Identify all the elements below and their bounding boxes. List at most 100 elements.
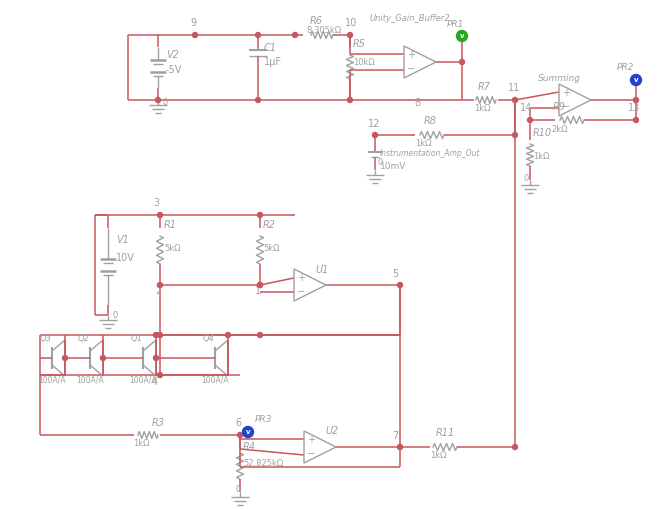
Circle shape [154, 355, 158, 360]
Text: 6: 6 [235, 418, 241, 428]
Circle shape [158, 373, 162, 378]
Text: C1: C1 [264, 43, 277, 53]
Circle shape [257, 282, 263, 288]
Text: 1kΩ: 1kΩ [430, 451, 446, 461]
Text: V1: V1 [116, 235, 129, 245]
Circle shape [398, 444, 402, 449]
Text: R7: R7 [478, 82, 491, 92]
Circle shape [243, 427, 253, 438]
Text: 1kΩ: 1kΩ [415, 138, 432, 148]
Text: 3: 3 [153, 198, 159, 208]
Text: 100A/A: 100A/A [201, 376, 229, 384]
Circle shape [512, 444, 518, 449]
Text: Q4: Q4 [203, 333, 215, 343]
Text: v: v [634, 76, 638, 82]
Text: 5: 5 [392, 269, 398, 279]
Text: 1kΩ: 1kΩ [474, 103, 491, 112]
Text: 100A/A: 100A/A [38, 376, 66, 384]
Text: 5kΩ: 5kΩ [164, 243, 180, 252]
Circle shape [457, 31, 467, 42]
Text: 10V: 10V [116, 253, 135, 263]
Circle shape [528, 118, 532, 123]
Text: 2kΩ: 2kΩ [551, 125, 568, 133]
Circle shape [257, 332, 263, 337]
Text: 5kΩ: 5kΩ [263, 243, 280, 252]
Circle shape [347, 98, 353, 102]
Text: v: v [459, 33, 464, 39]
Text: R8: R8 [424, 116, 437, 126]
Text: R10: R10 [533, 128, 552, 138]
Text: 8.305kΩ: 8.305kΩ [306, 25, 341, 35]
Circle shape [631, 74, 642, 86]
Text: R5: R5 [353, 39, 366, 49]
Text: Q1: Q1 [131, 333, 143, 343]
Circle shape [154, 332, 158, 337]
Circle shape [373, 132, 377, 137]
Text: 2: 2 [155, 286, 161, 296]
Text: 12: 12 [368, 119, 381, 129]
Text: +: + [307, 435, 315, 445]
Circle shape [459, 60, 465, 65]
Circle shape [512, 132, 518, 137]
Text: Unity_Gain_Buffer2: Unity_Gain_Buffer2 [370, 14, 451, 22]
Circle shape [257, 282, 263, 288]
Text: +: + [407, 50, 415, 60]
Text: 52.825kΩ: 52.825kΩ [243, 460, 283, 468]
Text: V2: V2 [166, 50, 179, 60]
Text: 9: 9 [190, 18, 196, 28]
Text: R4: R4 [243, 442, 256, 452]
Text: U2: U2 [325, 426, 338, 436]
Circle shape [255, 98, 261, 102]
Text: +: + [297, 273, 305, 284]
Circle shape [347, 33, 353, 38]
Text: R2: R2 [263, 220, 276, 230]
Text: 0: 0 [113, 310, 118, 320]
Text: v: v [246, 429, 251, 435]
Text: 1μF: 1μF [264, 57, 282, 67]
Text: R3: R3 [152, 418, 165, 428]
Text: 10kΩ: 10kΩ [353, 58, 375, 67]
Circle shape [634, 98, 638, 102]
Text: −: − [407, 64, 415, 74]
Text: 0: 0 [163, 98, 168, 106]
Text: 0: 0 [524, 174, 529, 183]
Circle shape [512, 98, 518, 102]
Text: 13: 13 [628, 103, 640, 113]
Text: 7: 7 [392, 431, 398, 441]
Text: 10mV: 10mV [380, 161, 406, 171]
Circle shape [101, 355, 105, 360]
Text: Summing: Summing [538, 73, 581, 82]
Circle shape [156, 98, 160, 102]
Text: 100A/A: 100A/A [76, 376, 103, 384]
Text: 1: 1 [255, 286, 261, 296]
Text: Q2: Q2 [78, 333, 90, 343]
Circle shape [158, 282, 162, 288]
Text: 0: 0 [378, 157, 383, 166]
Text: 100A/A: 100A/A [129, 376, 156, 384]
Text: R6: R6 [310, 16, 323, 26]
Text: −: − [307, 449, 315, 459]
Circle shape [62, 355, 68, 360]
Text: PR3: PR3 [255, 415, 272, 425]
Text: +: + [562, 88, 570, 98]
Text: Q3: Q3 [40, 333, 52, 343]
Circle shape [292, 33, 298, 38]
Text: R1: R1 [164, 220, 177, 230]
Text: 1kΩ: 1kΩ [533, 152, 550, 160]
Text: R11: R11 [436, 428, 455, 438]
Circle shape [225, 332, 231, 337]
Text: 1kΩ: 1kΩ [133, 439, 149, 448]
Text: -5V: -5V [166, 65, 182, 75]
Circle shape [158, 212, 162, 217]
Text: 8: 8 [414, 98, 420, 108]
Circle shape [398, 282, 402, 288]
Text: 14: 14 [520, 103, 532, 113]
Text: 10: 10 [345, 18, 357, 28]
Text: 0: 0 [236, 486, 241, 495]
Circle shape [158, 332, 162, 337]
Text: −: − [297, 287, 305, 297]
Circle shape [237, 433, 243, 438]
Circle shape [634, 118, 638, 123]
Text: −: − [562, 102, 570, 111]
Text: 11: 11 [508, 83, 520, 93]
